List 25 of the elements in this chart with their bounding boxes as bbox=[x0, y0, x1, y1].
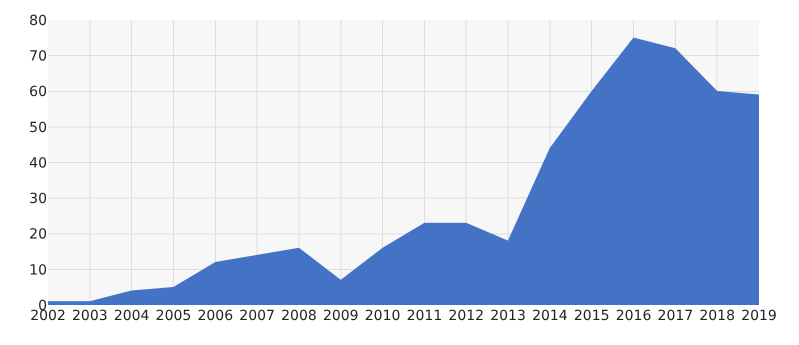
y-tick-label: 20 bbox=[29, 226, 47, 243]
x-tick-label: 2011 bbox=[406, 308, 442, 324]
x-tick-label: 2014 bbox=[532, 308, 568, 324]
y-tick-label: 60 bbox=[29, 84, 47, 100]
x-tick-label: 2008 bbox=[281, 308, 317, 324]
x-tick-label: 2015 bbox=[574, 308, 610, 324]
x-tick-label: 2003 bbox=[72, 308, 108, 324]
x-tick-label: 2018 bbox=[699, 308, 735, 324]
x-tick-label: 2006 bbox=[197, 308, 234, 324]
y-tick-label: 10 bbox=[29, 262, 47, 278]
x-tick-label: 2013 bbox=[490, 308, 526, 324]
y-tick-label: 80 bbox=[29, 12, 47, 29]
x-tick-label: 2012 bbox=[448, 308, 484, 324]
y-tick-label: 30 bbox=[29, 191, 47, 208]
x-tick-label: 2009 bbox=[322, 308, 359, 324]
x-tick-label: 2004 bbox=[114, 308, 150, 324]
y-tick-label: 50 bbox=[29, 120, 47, 136]
x-tick-label: 2017 bbox=[658, 308, 694, 324]
x-tick-label: 2010 bbox=[364, 308, 400, 324]
x-tick-label: 2007 bbox=[239, 308, 275, 324]
x-tick-label: 2005 bbox=[156, 308, 192, 324]
x-tick-label: 2019 bbox=[741, 308, 777, 324]
y-tick-label: 70 bbox=[29, 48, 47, 65]
x-tick-label: 2016 bbox=[616, 308, 652, 324]
y-tick-label: 40 bbox=[29, 155, 47, 172]
